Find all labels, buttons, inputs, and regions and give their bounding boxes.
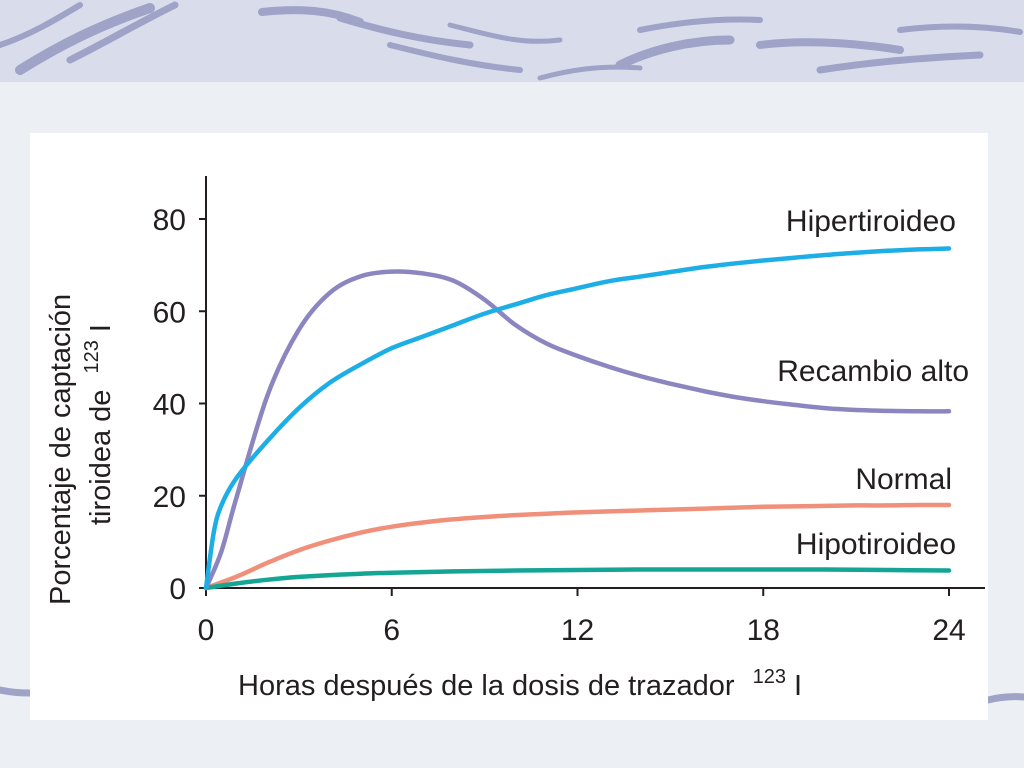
y-tick-label: 40 [153, 389, 186, 422]
y-axis-title-isotope: 123 [81, 340, 103, 373]
y-axis-title-line2: tiroidea de 123 I [73, 324, 117, 525]
ticks: 0 20 40 60 80 0 6 12 18 24 [153, 204, 966, 647]
series-line-recambio-alto [203, 269, 952, 591]
y-tick-label: 60 [153, 296, 186, 329]
series-label-recambio-alto: Recambio alto [777, 355, 969, 388]
y-axis-title: Porcentaje de captación tiroidea de 123 … [45, 294, 117, 605]
x-tick-label: 24 [932, 614, 965, 647]
x-tick-label: 18 [747, 614, 780, 647]
series-line-normal [203, 502, 952, 591]
series-labels: Normal Hipotiroideo Recambio alto Hipertiro… [777, 205, 969, 561]
series-lines [203, 246, 952, 591]
x-axis-title-text: Horas después de la dosis de trazador [238, 670, 735, 702]
axes [205, 176, 985, 589]
y-axis-title-line1: Porcentaje de captación [45, 294, 77, 605]
y-tick-label: 0 [169, 573, 186, 606]
y-tick-label: 20 [153, 481, 186, 514]
series-label-hipertiroideo: Hipertiroideo [786, 205, 956, 238]
x-tick-label: 6 [383, 614, 400, 647]
y-axis-title-line2-text: tiroidea de [85, 390, 117, 525]
x-tick-label: 12 [561, 614, 594, 647]
series-label-normal: Normal [855, 463, 952, 496]
chart-panel [30, 133, 988, 720]
brush-strokes-decoration [0, 1, 1024, 704]
series-line-hipertiroideo [203, 246, 952, 591]
x-axis-title: Horas después de la dosis de trazador 12… [238, 658, 802, 702]
series-line-hipotiroideo [203, 567, 952, 591]
x-axis-title-element: I [794, 670, 802, 702]
x-axis-title-isotope: 123 [753, 666, 786, 688]
y-tick-label: 80 [153, 204, 186, 237]
y-axis-title-element: I [85, 324, 117, 332]
series-label-hipotiroideo: Hipotiroideo [796, 528, 956, 561]
x-tick-label: 0 [198, 614, 215, 647]
